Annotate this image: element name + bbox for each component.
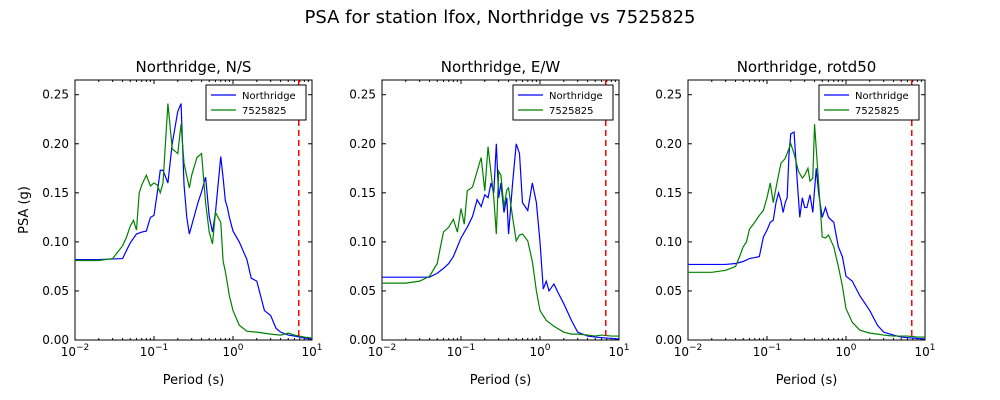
panel-title: Northridge, E/W — [441, 58, 561, 76]
series-line-1 — [688, 130, 926, 340]
chart-panel-3: Northridge, rotd50 0.00 0.05 0.10 0.15 0.20 0.… — [655, 58, 935, 388]
legend-box — [512, 84, 614, 121]
x-tick-label: 100 — [529, 343, 550, 359]
y-tick-label: 0.05 — [655, 284, 682, 298]
legend-box — [205, 84, 307, 121]
series-line-2 — [688, 124, 925, 338]
x-tick-label: 101 — [914, 343, 935, 359]
x-tick-label: 101 — [301, 343, 322, 359]
y-tick-label: 0.10 — [349, 235, 376, 249]
legend: Northridge 7525825 — [512, 84, 614, 121]
x-tick-label: 10−1 — [753, 343, 782, 359]
y-tick-label: 0.10 — [655, 235, 682, 249]
x-tick-label: 100 — [222, 343, 243, 359]
x-tick-label: 10−2 — [61, 343, 90, 359]
legend: Northridge 7525825 — [205, 84, 307, 121]
y-tick-label: 0.15 — [42, 186, 69, 200]
chart-panel-1: Northridge, N/S 0.00 0.05 0.10 0.15 0.20 0.25 1… — [17, 58, 323, 388]
x-tick-label: 10−2 — [368, 343, 397, 359]
y-tick-label: 0.20 — [349, 137, 376, 151]
y-tick-label: 0.20 — [655, 137, 682, 151]
y-tick-label: 0.25 — [655, 88, 682, 102]
panel-title: Northridge, rotd50 — [737, 58, 877, 76]
y-tick-label: 0.15 — [349, 186, 376, 200]
legend-label: 7525825 — [549, 106, 594, 117]
legend-label: 7525825 — [242, 106, 287, 117]
y-tick-label: 0.00 — [655, 333, 682, 347]
y-tick-label: 0.20 — [42, 137, 69, 151]
y-tick-label: 0.00 — [42, 333, 69, 347]
x-tick-label: 10−2 — [674, 343, 703, 359]
y-tick-label: 0.25 — [42, 88, 69, 102]
x-axis-label: Period (s) — [470, 373, 532, 388]
x-tick-label: 101 — [608, 343, 629, 359]
figure-title: PSA for station lfox, Northridge vs 7525… — [305, 7, 696, 28]
y-tick-label: 0.25 — [349, 88, 376, 102]
chart-panels: Northridge, N/S 0.00 0.05 0.10 0.15 0.20 0.25 1… — [17, 58, 936, 388]
legend-label: Northridge — [549, 91, 603, 102]
series-line-1 — [382, 143, 620, 340]
legend-box — [818, 84, 920, 121]
legend: Northridge 7525825 — [818, 84, 920, 121]
y-tick-label: 0.00 — [349, 333, 376, 347]
series-line-2 — [382, 146, 619, 337]
x-tick-label: 10−1 — [140, 343, 169, 359]
y-tick-label: 0.05 — [42, 284, 69, 298]
axes-frame — [74, 79, 313, 341]
axes-frame — [687, 79, 926, 341]
axes-frame — [381, 79, 620, 341]
panel-title: Northridge, N/S — [136, 58, 252, 76]
y-tick-label: 0.10 — [42, 235, 69, 249]
x-tick-label: 10−1 — [447, 343, 476, 359]
y-axis-label: PSA (g) — [17, 186, 32, 234]
y-tick-label: 0.15 — [655, 186, 682, 200]
x-tick-label: 100 — [835, 343, 856, 359]
x-axis-label: Period (s) — [163, 373, 225, 388]
chart-panel-2: Northridge, E/W 0.00 0.05 0.10 0.15 0.20 0.25 1… — [349, 58, 629, 388]
legend-label: Northridge — [242, 91, 296, 102]
legend-label: Northridge — [855, 91, 909, 102]
y-tick-label: 0.05 — [349, 284, 376, 298]
legend-label: 7525825 — [855, 106, 900, 117]
x-axis-label: Period (s) — [776, 373, 838, 388]
series-line-2 — [75, 103, 313, 339]
